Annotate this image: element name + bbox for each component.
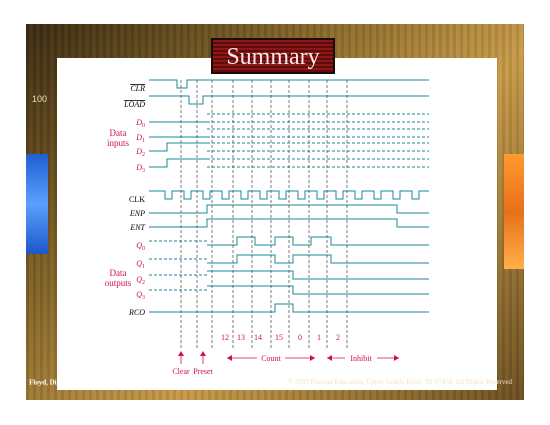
footer-right: © 2009 Pearson Education, Upper Saddle R… xyxy=(287,378,512,386)
signal-labels: CLR LOAD D0 D1 D2 D3 CLK ENP ENT Q0 Q1 Q2 Q3 RCO xyxy=(123,84,145,317)
count-label: Count xyxy=(261,354,281,363)
trace-q0 xyxy=(207,236,429,246)
footer-left-text: Floyd, Digital Fundamentals, 10 xyxy=(29,378,125,387)
inhibit-arrow-right xyxy=(394,355,399,361)
clear-arrowhead xyxy=(178,351,184,356)
count-value-2: 2 xyxy=(336,333,340,342)
trace-q3 xyxy=(207,285,429,295)
content-panel: CLR LOAD D0 D1 D2 D3 CLK ENP ENT Q0 Q1 Q2 Q3 RCO Data… xyxy=(57,58,497,390)
trace-q2 xyxy=(207,270,429,280)
footer-left-tail: ed xyxy=(129,378,139,387)
annotations: Clear Preset Count Inhibit xyxy=(172,351,399,376)
signal-label-rco: RCO xyxy=(128,308,145,317)
signal-label-load: LOAD xyxy=(123,100,145,109)
inhibit-label: Inhibit xyxy=(350,354,372,363)
title-banner: Summary xyxy=(211,38,335,74)
count-value-15: 15 xyxy=(275,333,283,342)
data-outputs-label-0: Data xyxy=(110,268,127,278)
signal-label-clr: CLR xyxy=(130,84,145,93)
count-values: 12 13 14 15 0 1 2 xyxy=(221,333,340,342)
trace-clk xyxy=(149,190,429,200)
data-inputs-label-1: inputs xyxy=(107,138,130,148)
count-arrow-left xyxy=(227,355,232,361)
count-value-12: 12 xyxy=(221,333,229,342)
waveform-traces xyxy=(149,79,429,313)
trace-load xyxy=(149,95,429,105)
signal-label-d3: D3 xyxy=(135,163,145,174)
preset-label: Preset xyxy=(193,367,213,376)
inhibit-label-bg xyxy=(345,352,377,363)
right-orange-bar xyxy=(504,154,524,269)
footer-left-sup: th xyxy=(124,378,130,383)
data-inputs-label-0: Data xyxy=(110,128,127,138)
count-arrow-right xyxy=(310,355,315,361)
trace-q1 xyxy=(207,254,429,264)
slide-background: 100 CLR LOAD D0 D1 D2 D3 CLK ENP ENT Q0 Q1 Q2 Q3 RCO … xyxy=(26,24,524,400)
data-outputs-label-1: outputs xyxy=(105,278,132,288)
signal-label-enp: ENP xyxy=(129,209,145,218)
clear-label: Clear xyxy=(172,367,190,376)
timing-diagram: CLR LOAD D0 D1 D2 D3 CLK ENP ENT Q0 Q1 Q2 Q3 RCO Data… xyxy=(105,79,429,376)
trace-d3-solid xyxy=(149,158,207,168)
signal-label-q1: Q1 xyxy=(136,259,145,270)
count-label-bg xyxy=(257,352,285,363)
slide-title: Summary xyxy=(226,44,320,70)
inhibit-arrow-left xyxy=(327,355,332,361)
signal-label-ent: ENT xyxy=(129,223,145,232)
footer-left: Floyd, Digital Fundamentals, 10th ed xyxy=(29,378,138,386)
trace-clr xyxy=(149,79,429,89)
count-value-1: 1 xyxy=(317,333,321,342)
count-value-0: 0 xyxy=(298,333,302,342)
signal-label-d0: D0 xyxy=(135,118,145,129)
count-value-14: 14 xyxy=(254,333,262,342)
signal-label-q0: Q0 xyxy=(136,241,145,252)
count-value-13: 13 xyxy=(237,333,245,342)
signal-label-d1: D1 xyxy=(135,133,145,144)
preset-arrowhead xyxy=(200,351,206,356)
signal-label-clk: CLK xyxy=(129,195,145,204)
dashed-guides xyxy=(180,80,348,348)
left-blue-bar xyxy=(26,154,48,254)
trace-rco xyxy=(149,303,429,313)
signal-label-q3: Q3 xyxy=(136,290,145,301)
background-number: 100 xyxy=(32,94,48,104)
signal-label-d2: D2 xyxy=(135,147,145,158)
trace-d2-solid xyxy=(149,142,207,152)
signal-label-q2: Q2 xyxy=(136,275,145,286)
